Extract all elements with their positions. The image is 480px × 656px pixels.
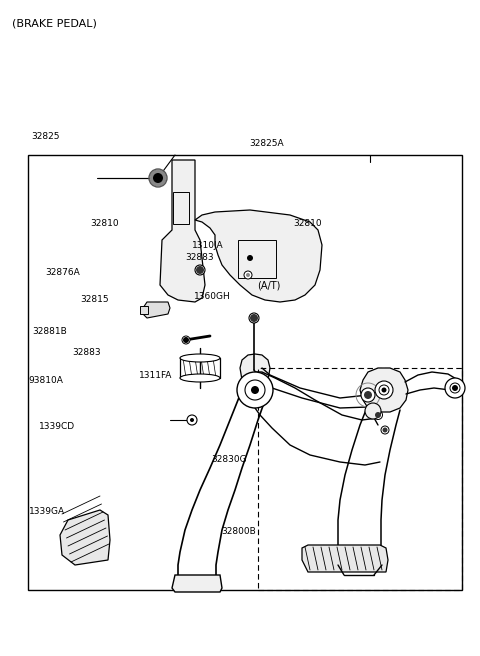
Circle shape	[382, 388, 386, 392]
Text: 32825A: 32825A	[250, 138, 284, 148]
Text: 32810: 32810	[90, 218, 119, 228]
Circle shape	[251, 386, 259, 394]
Circle shape	[150, 170, 166, 186]
Circle shape	[246, 273, 250, 277]
Text: 32883: 32883	[72, 348, 101, 358]
Circle shape	[187, 415, 197, 425]
Text: 1310JA: 1310JA	[192, 241, 224, 251]
Circle shape	[361, 388, 375, 402]
Bar	[28, 155, 462, 590]
Circle shape	[153, 173, 163, 183]
Circle shape	[250, 314, 258, 322]
Polygon shape	[302, 545, 388, 572]
Circle shape	[379, 385, 389, 395]
Circle shape	[445, 378, 465, 398]
Polygon shape	[143, 302, 170, 318]
Text: 1360GH: 1360GH	[194, 292, 231, 301]
Circle shape	[182, 336, 190, 344]
Text: 32830G: 32830G	[211, 455, 247, 464]
Text: 32876A: 32876A	[46, 268, 80, 277]
Text: (BRAKE PEDAL): (BRAKE PEDAL)	[12, 18, 97, 28]
Circle shape	[375, 381, 393, 399]
Polygon shape	[172, 575, 222, 592]
Circle shape	[244, 271, 252, 279]
Polygon shape	[195, 210, 322, 302]
Circle shape	[237, 372, 273, 408]
Bar	[173, 192, 189, 224]
Text: 32883: 32883	[185, 253, 214, 262]
Circle shape	[364, 391, 372, 399]
Text: 1339CD: 1339CD	[39, 422, 75, 431]
Circle shape	[373, 411, 383, 419]
Circle shape	[183, 337, 189, 343]
Text: 32825: 32825	[31, 132, 60, 141]
Ellipse shape	[180, 374, 220, 382]
Text: 93810A: 93810A	[29, 376, 64, 385]
Text: 32881B: 32881B	[33, 327, 67, 337]
Polygon shape	[360, 368, 408, 412]
Polygon shape	[160, 160, 205, 302]
Circle shape	[190, 418, 194, 422]
Bar	[238, 240, 276, 278]
Polygon shape	[240, 354, 270, 392]
Text: 1339GA: 1339GA	[29, 507, 65, 516]
Text: (A/T): (A/T)	[257, 280, 280, 291]
Circle shape	[195, 265, 205, 275]
Circle shape	[245, 380, 265, 400]
Text: 1311FA: 1311FA	[139, 371, 173, 380]
Polygon shape	[60, 510, 110, 565]
Circle shape	[383, 428, 387, 432]
Circle shape	[450, 383, 460, 393]
Circle shape	[196, 266, 204, 274]
Circle shape	[249, 313, 259, 323]
Bar	[140, 306, 148, 314]
Circle shape	[381, 426, 389, 434]
Text: 32800B: 32800B	[221, 527, 255, 536]
Circle shape	[452, 385, 458, 391]
Circle shape	[247, 255, 253, 261]
Bar	[258, 368, 462, 590]
Circle shape	[375, 412, 381, 418]
Circle shape	[365, 403, 381, 419]
Ellipse shape	[180, 354, 220, 362]
Text: 32815: 32815	[81, 295, 109, 304]
Text: 32810: 32810	[293, 218, 322, 228]
